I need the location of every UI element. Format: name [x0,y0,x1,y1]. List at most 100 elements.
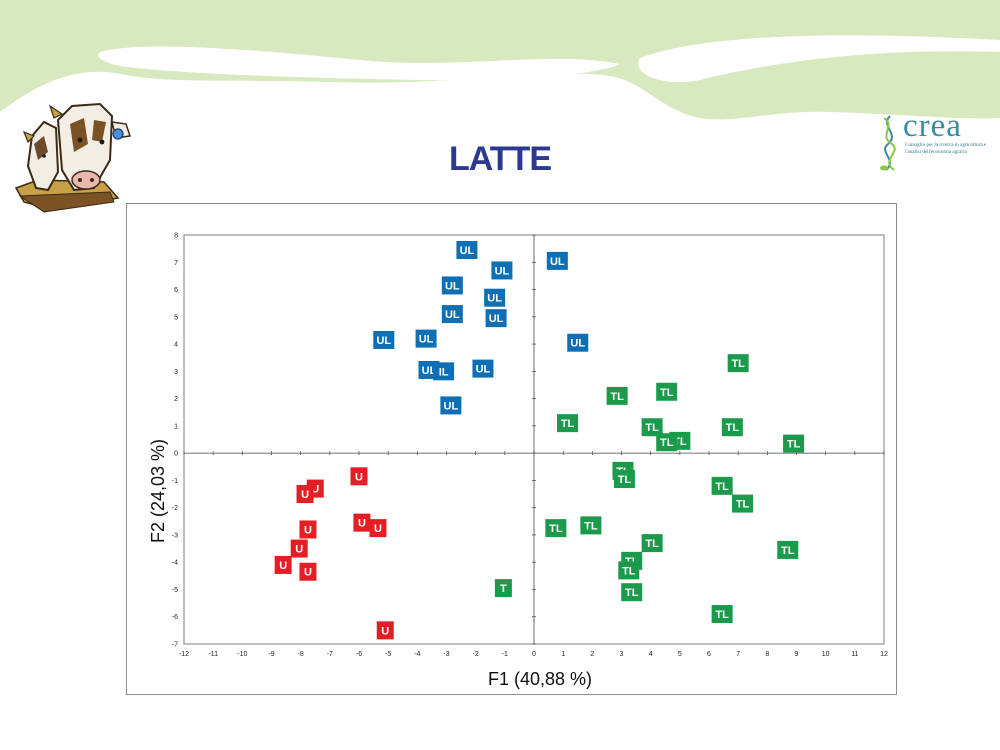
x-tick-label: -9 [268,651,274,658]
point-label: UL [495,265,510,277]
y-tick-label: -1 [172,478,178,485]
slide-title: LATTE [448,140,552,178]
x-tick-label: -11 [208,651,218,658]
point-marker [491,261,513,280]
point-ul: UL [472,359,494,378]
point-label: TL [715,609,729,621]
point-tl: TL [721,418,743,437]
point-label: UL [422,365,437,377]
point-label: U [301,489,309,501]
point-tl: TL [613,470,635,489]
y-tick-label: 5 [174,314,178,321]
logo-subtitle: Consiglio per la ricerca in agricoltura … [905,142,987,155]
header-wave [0,0,1000,120]
point-ul: UL [441,276,463,295]
point-label: U [304,567,312,579]
dna-leaf-icon [880,115,896,171]
point-marker [545,519,567,538]
point-label: TL [660,387,674,399]
y-tick-label: 4 [174,342,178,349]
y-tick-label: 3 [174,369,178,376]
point-tl: TL [656,382,678,401]
logo-wordmark: crea [903,108,962,144]
point-label: TL [549,523,563,535]
point-marker [373,330,395,349]
point-u: U [353,513,371,532]
x-tick-label: -2 [473,651,479,658]
point-label: U [279,560,287,572]
point-tl: TL [606,386,628,405]
point-u: U [274,555,292,574]
x-tick-label: 7 [736,651,740,658]
point-tl: TL [580,516,602,535]
y-tick-label: -5 [172,587,178,594]
point-label: UL [487,293,502,305]
point-marker [376,621,394,640]
point-tl: TL [641,418,663,437]
x-tick-label: -1 [502,651,508,658]
x-tick-label: -10 [237,651,247,658]
x-tick-label: 1 [561,651,565,658]
point-u: U [299,562,317,581]
point-ul: UL [373,330,395,349]
point-tl: TL [732,494,754,513]
point-tl: TL [783,434,805,453]
scatter-chart: -12 -11 -10 -9 -8 -7 -6 -5 -4 -3 -2 -1 0 1 2 3 4 5 6 7 8 9 10 1… [148,233,888,690]
point-label: UL [376,335,391,347]
point-tl: TL [727,354,749,373]
point-tl: TL [557,414,579,433]
point-marker [606,386,628,405]
point-marker [580,516,602,535]
point-ul: UL [567,333,589,352]
point-marker [567,333,589,352]
point-label: TL [561,418,575,430]
x-tick-label: 10 [822,651,830,658]
point-ul: UL [484,288,506,307]
x-tick-label: -5 [385,651,391,658]
point-ul: UL [485,309,507,328]
crea-logo: crea Consiglio per la ricerca in agricol… [876,108,988,174]
point-ul: UL [546,251,568,270]
point-label: U [355,471,363,483]
point-marker [296,485,314,504]
point-marker [641,418,663,437]
point-label: U [295,544,303,556]
cows-clipart-icon [14,102,131,213]
point-label: UL [419,334,434,346]
point-marker [433,362,455,381]
x-tick-label: 12 [880,651,888,658]
point-label: UL [570,338,585,350]
point-ul: UL [441,305,463,324]
x-axis-label: F1 (40,88 %) [488,669,592,689]
point-u: U [299,520,317,539]
point-tl: TL [777,540,799,559]
axes-layer [183,234,885,645]
y-tick-label: 2 [174,396,178,403]
x-tick-label: 8 [765,651,769,658]
y-tick-label: 0 [174,451,178,458]
point-tl: TL [621,583,643,602]
point-ul: UL [491,261,513,280]
point-marker [557,414,579,433]
x-tick-label: 5 [678,651,682,658]
point-tl: TL [618,561,640,580]
point-marker [618,561,640,580]
point-ul: UL [456,240,478,259]
point-label: TL [645,538,659,550]
point-marker [456,240,478,259]
point-marker [621,583,643,602]
point-marker [290,539,308,558]
point-label: UL [445,280,460,292]
point-tl: TL [545,519,567,538]
point-marker [484,288,506,307]
point-label: TL [660,437,674,449]
y-tick-label: 7 [174,260,178,267]
y-tick-label: -7 [172,642,178,649]
point-label: UL [445,309,460,321]
point-marker [299,562,317,581]
point-ul: IL [433,362,455,381]
x-tick-label: -3 [443,651,449,658]
y-axis-label: F2 (24,03 %) [148,439,168,543]
point-label: TL [731,358,745,370]
point-label: TL [622,565,636,577]
